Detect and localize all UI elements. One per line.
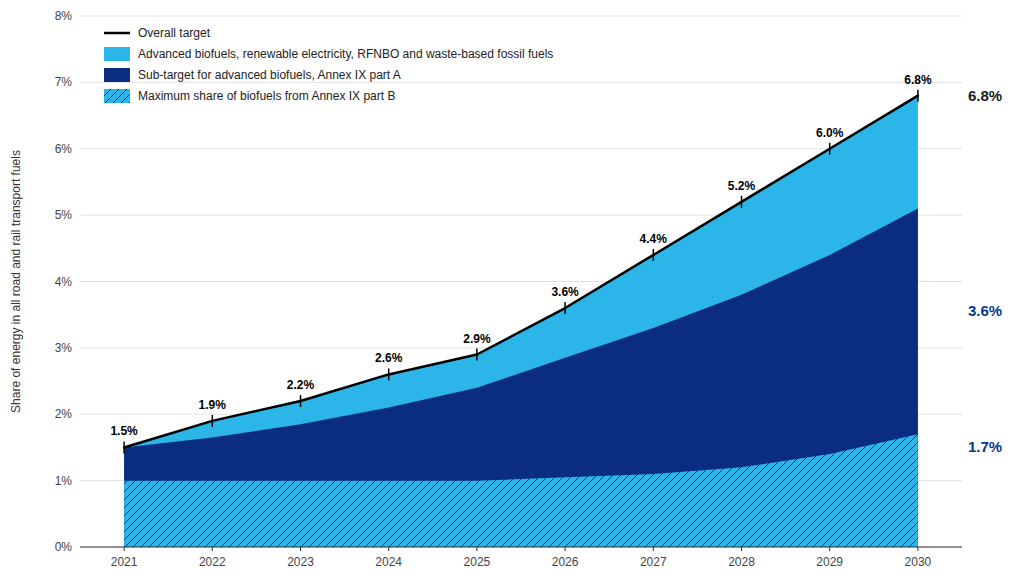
x-tick: [388, 547, 389, 551]
x-tick-label: 2028: [728, 555, 755, 569]
y-tick-label: 7%: [55, 75, 73, 89]
legend-swatch: [104, 68, 130, 82]
legend-label: Sub-target for advanced biofuels, Annex …: [138, 68, 401, 82]
x-tick: [300, 547, 301, 551]
data-label: 2.6%: [375, 351, 403, 365]
y-tick-label: 6%: [55, 142, 73, 156]
marker: [300, 395, 302, 407]
grid: [80, 16, 962, 547]
data-label: 6.0%: [816, 126, 844, 140]
x-tick: [653, 547, 654, 551]
x-tick-label: 2030: [905, 555, 932, 569]
x-tick: [476, 547, 477, 551]
y-tick-label: 4%: [55, 275, 73, 289]
legend-label: Overall target: [138, 26, 211, 40]
marker: [476, 349, 478, 361]
marker: [741, 196, 743, 208]
plot-area: [124, 90, 918, 547]
legend-swatch: [104, 89, 130, 103]
x-tick-label: 2025: [464, 555, 491, 569]
x-tick-label: 2024: [375, 555, 402, 569]
x-tick-label: 2023: [287, 555, 314, 569]
area: [124, 96, 918, 547]
data-label: 1.9%: [199, 398, 227, 412]
y-tick-label: 2%: [55, 407, 73, 421]
x-tick: [212, 547, 213, 551]
area: [124, 208, 918, 547]
marker: [123, 441, 125, 453]
x-tick: [829, 547, 830, 551]
grid-line: [80, 82, 962, 83]
y-tick-label: 3%: [55, 341, 73, 355]
data-label: 6.8%: [904, 73, 932, 87]
y-axis-label: Share of energy in all road and rail tra…: [9, 150, 23, 413]
marker: [917, 90, 919, 102]
marker: [653, 249, 655, 261]
data-label: 1.5%: [110, 424, 138, 438]
x-tick: [741, 547, 742, 551]
y-tick-label: 5%: [55, 208, 73, 222]
legend-label: Maximum share of biofuels from Annex IX …: [138, 89, 395, 103]
data-label: 4.4%: [640, 232, 668, 246]
x-tick-label: 2026: [552, 555, 579, 569]
marker: [564, 302, 566, 314]
x-tick: [565, 547, 566, 551]
annotation: 1.7%: [968, 438, 1002, 455]
data-label: 5.2%: [728, 179, 756, 193]
marker: [212, 415, 214, 427]
y-tick-label: 8%: [55, 9, 73, 23]
line: [124, 96, 918, 448]
x-tick-label: 2022: [199, 555, 226, 569]
x-tick-label: 2027: [640, 555, 667, 569]
y-tick-label: 0%: [55, 540, 73, 554]
annotation: 6.8%: [968, 87, 1002, 104]
data-labels: 1.5% 1.9% 2.2% 2.6% 2.9% 3.6% 4.4% 5.2% 6.0% 6.8%: [110, 73, 931, 439]
chart: 0% 1% 2% 3% 4% 5% 6% 7% 8% 1.5% 1.9% 2.2% 2.6% 2.9% 3.…: [0, 0, 1024, 587]
legend-swatch: [104, 32, 130, 35]
marker: [829, 143, 831, 155]
annotation: 3.6%: [968, 302, 1002, 319]
data-label: 2.9%: [463, 332, 491, 346]
marker: [388, 368, 390, 380]
data-label: 2.2%: [287, 378, 315, 392]
data-label: 3.6%: [551, 285, 579, 299]
legend-label: Advanced biofuels, renewable electricity…: [138, 47, 553, 61]
x-tick-label: 2029: [816, 555, 843, 569]
x-tick-label: 2021: [111, 555, 138, 569]
grid-line: [80, 16, 962, 17]
y-tick-label: 1%: [55, 474, 73, 488]
legend-swatch: [104, 47, 130, 61]
x-tick: [124, 547, 125, 551]
x-tick: [917, 547, 918, 551]
area: [124, 434, 918, 547]
legend: Overall target Advanced biofuels, renewab…: [104, 26, 553, 103]
